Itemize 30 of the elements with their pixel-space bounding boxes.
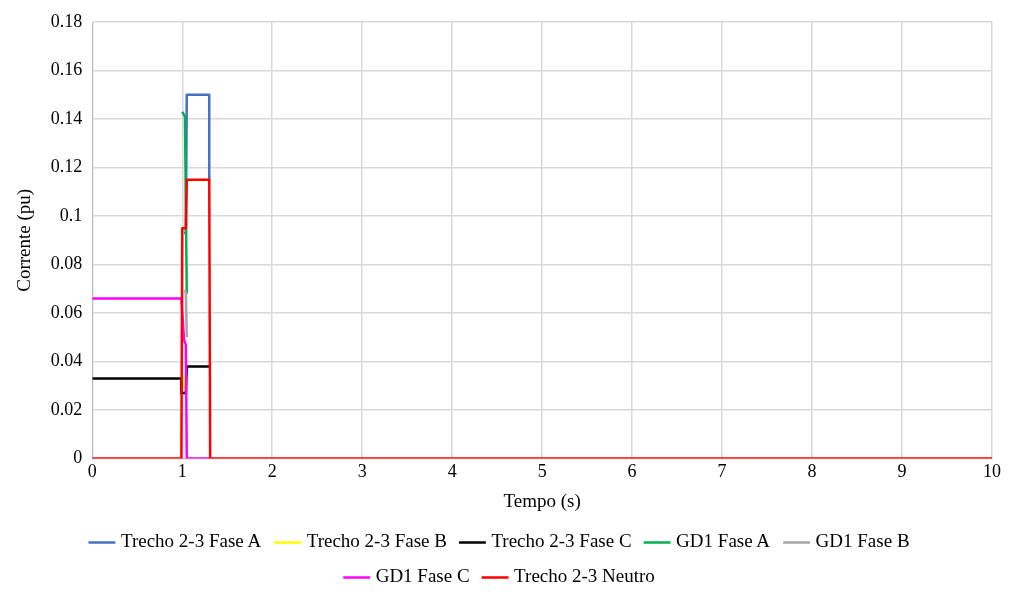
x-tick-label: 9 [897, 461, 907, 482]
legend-label: Trecho 2-3 Neutro [514, 565, 655, 587]
x-tick-label: 4 [447, 461, 457, 482]
y-tick-label: 0.18 [50, 10, 83, 31]
legend-label: Trecho 2-3 Fase B [306, 530, 447, 552]
x-tick-label: 5 [537, 461, 547, 482]
legend-label: GD1 Fase C [375, 565, 470, 587]
x-tick-label: 1 [177, 461, 187, 482]
x-tick-label: 10 [983, 461, 1001, 482]
y-tick-label: 0.16 [50, 59, 83, 80]
y-tick-label: 0.12 [50, 156, 83, 177]
legend-label: GD1 Fase A [676, 530, 771, 552]
x-tick-label: 0 [87, 461, 97, 482]
legend-label: GD1 Fase B [815, 530, 910, 552]
x-tick-label: 2 [267, 461, 277, 482]
x-tick-label: 3 [357, 461, 367, 482]
y-tick-label: 0.14 [50, 107, 83, 128]
y-tick-label: 0.06 [50, 301, 83, 322]
y-tick-label: 0.08 [50, 253, 83, 274]
y-axis-title: Corrente (pu) [13, 188, 36, 292]
x-tick-label: 7 [717, 461, 727, 482]
y-tick-label: 0.1 [59, 204, 83, 225]
y-tick-label: 0 [73, 447, 83, 468]
legend-label: Trecho 2-3 Fase C [491, 530, 632, 552]
x-axis-title: Tempo (s) [503, 489, 581, 512]
y-tick-label: 0.04 [50, 350, 83, 371]
y-tick-label: 0.02 [50, 398, 83, 419]
x-tick-label: 6 [627, 461, 637, 482]
x-tick-label: 8 [807, 461, 817, 482]
legend-label: Trecho 2-3 Fase A [120, 530, 262, 552]
